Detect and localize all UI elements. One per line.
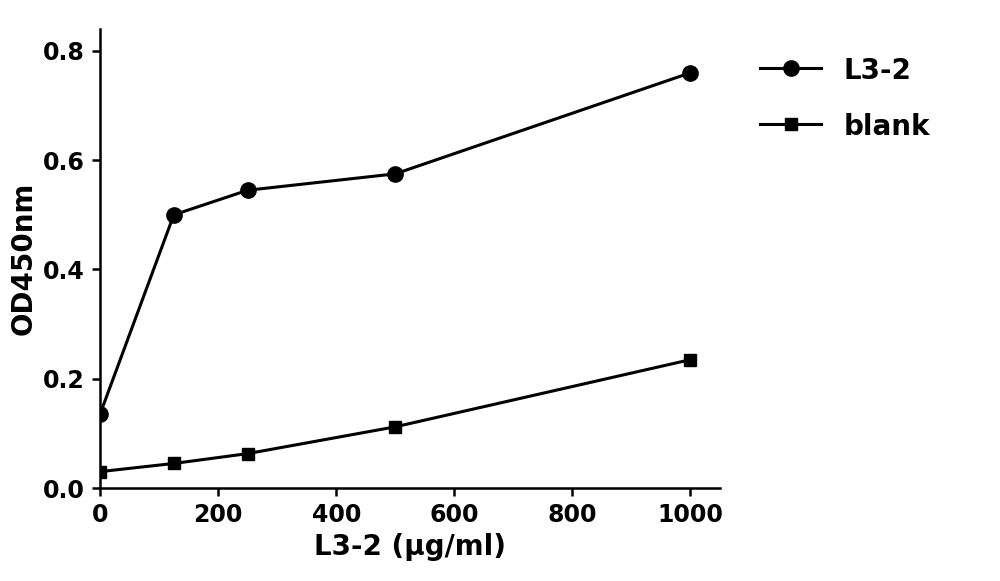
L3-2 [94,411,106,418]
blank [389,424,401,431]
blank [168,460,180,467]
L3-2 [168,211,180,218]
L3-2 [684,69,696,76]
Line: blank: blank [94,353,697,478]
Legend: L3-2, blank: L3-2, blank [746,43,944,155]
Y-axis label: OD450nm: OD450nm [9,182,37,335]
blank [684,356,696,363]
Line: L3-2: L3-2 [92,65,698,422]
blank [94,468,106,475]
L3-2 [242,187,254,193]
blank [242,450,254,457]
L3-2 [389,170,401,177]
X-axis label: L3-2 (μg/ml): L3-2 (μg/ml) [314,533,506,561]
